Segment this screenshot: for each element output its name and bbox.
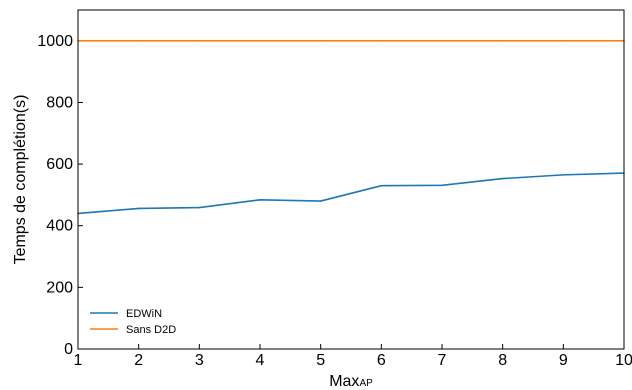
x-axis-title-subscript: AP — [359, 378, 373, 389]
x-tick-label-1: 1 — [74, 352, 83, 369]
x-axis-title-main: Max — [329, 373, 359, 390]
series-1-point-6 — [441, 40, 443, 42]
series-0-point-4 — [319, 200, 322, 202]
series-0-point-5 — [380, 184, 383, 187]
series-1-point-1 — [137, 40, 140, 42]
legend: EDWiN Sans D2D — [90, 308, 176, 336]
y-axis-title: Temps de complétion(s) — [12, 95, 29, 265]
series-0-point-8 — [562, 174, 565, 176]
series-1-point-8 — [562, 40, 565, 42]
x-tick-label-8: 8 — [498, 352, 507, 369]
series-1-point-4 — [319, 40, 322, 42]
series-lines — [77, 40, 625, 215]
y-tick-label-0: 0 — [64, 341, 73, 358]
ticks: 1 2 3 4 5 6 7 8 9 10 0 200 400 600 800 1000 — [37, 33, 632, 369]
series-0-point-6 — [441, 184, 443, 187]
series-0-point-3 — [259, 199, 261, 201]
y-tick-label-600: 600 — [46, 156, 73, 173]
x-tick-label-5: 5 — [316, 352, 325, 369]
x-tick-label-3: 3 — [195, 352, 204, 369]
x-tick-label-7: 7 — [438, 352, 447, 369]
plot-frame — [77, 9, 625, 350]
series-line-0 — [77, 172, 625, 215]
series-1-point-3 — [259, 40, 261, 42]
legend-label-0: EDWiN — [126, 308, 162, 320]
legend-label-1: Sans D2D — [126, 324, 176, 336]
x-axis-title: MaxAP — [329, 373, 373, 390]
series-1-point-2 — [198, 40, 201, 42]
series-1-point-5 — [380, 40, 383, 42]
y-tick-label-400: 400 — [46, 218, 73, 235]
series-0-point-7 — [501, 177, 504, 180]
y-tick-label-200: 200 — [46, 279, 73, 296]
series-0-point-1 — [137, 207, 140, 210]
x-tick-label-4: 4 — [256, 352, 265, 369]
y-tick-label-800: 800 — [46, 94, 73, 111]
x-tick-label-6: 6 — [377, 352, 386, 369]
x-tick-label-9: 9 — [559, 352, 568, 369]
series-1-point-7 — [501, 40, 504, 42]
x-tick-label-10: 10 — [615, 352, 632, 369]
series-0-point-2 — [198, 206, 201, 209]
y-tick-label-1000: 1000 — [37, 33, 73, 50]
x-tick-label-2: 2 — [134, 352, 143, 369]
